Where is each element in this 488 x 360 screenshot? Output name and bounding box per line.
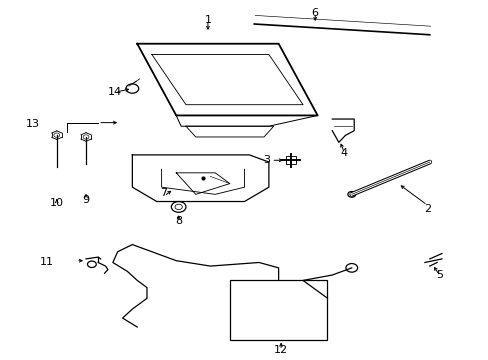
Text: 3: 3 xyxy=(263,155,269,165)
Text: 14: 14 xyxy=(108,87,122,97)
Text: 6: 6 xyxy=(311,8,318,18)
Text: 4: 4 xyxy=(340,148,347,158)
Text: 10: 10 xyxy=(50,198,63,208)
Text: 9: 9 xyxy=(82,195,89,205)
Text: 1: 1 xyxy=(204,15,211,26)
Text: 8: 8 xyxy=(175,216,182,226)
Bar xyxy=(229,280,327,339)
Text: 7: 7 xyxy=(160,188,167,198)
Text: 12: 12 xyxy=(273,345,287,355)
Text: 5: 5 xyxy=(435,270,442,280)
Text: 2: 2 xyxy=(423,204,430,214)
Text: 13: 13 xyxy=(25,120,40,129)
Bar xyxy=(285,156,295,164)
Text: 11: 11 xyxy=(40,257,54,267)
Circle shape xyxy=(347,192,355,197)
